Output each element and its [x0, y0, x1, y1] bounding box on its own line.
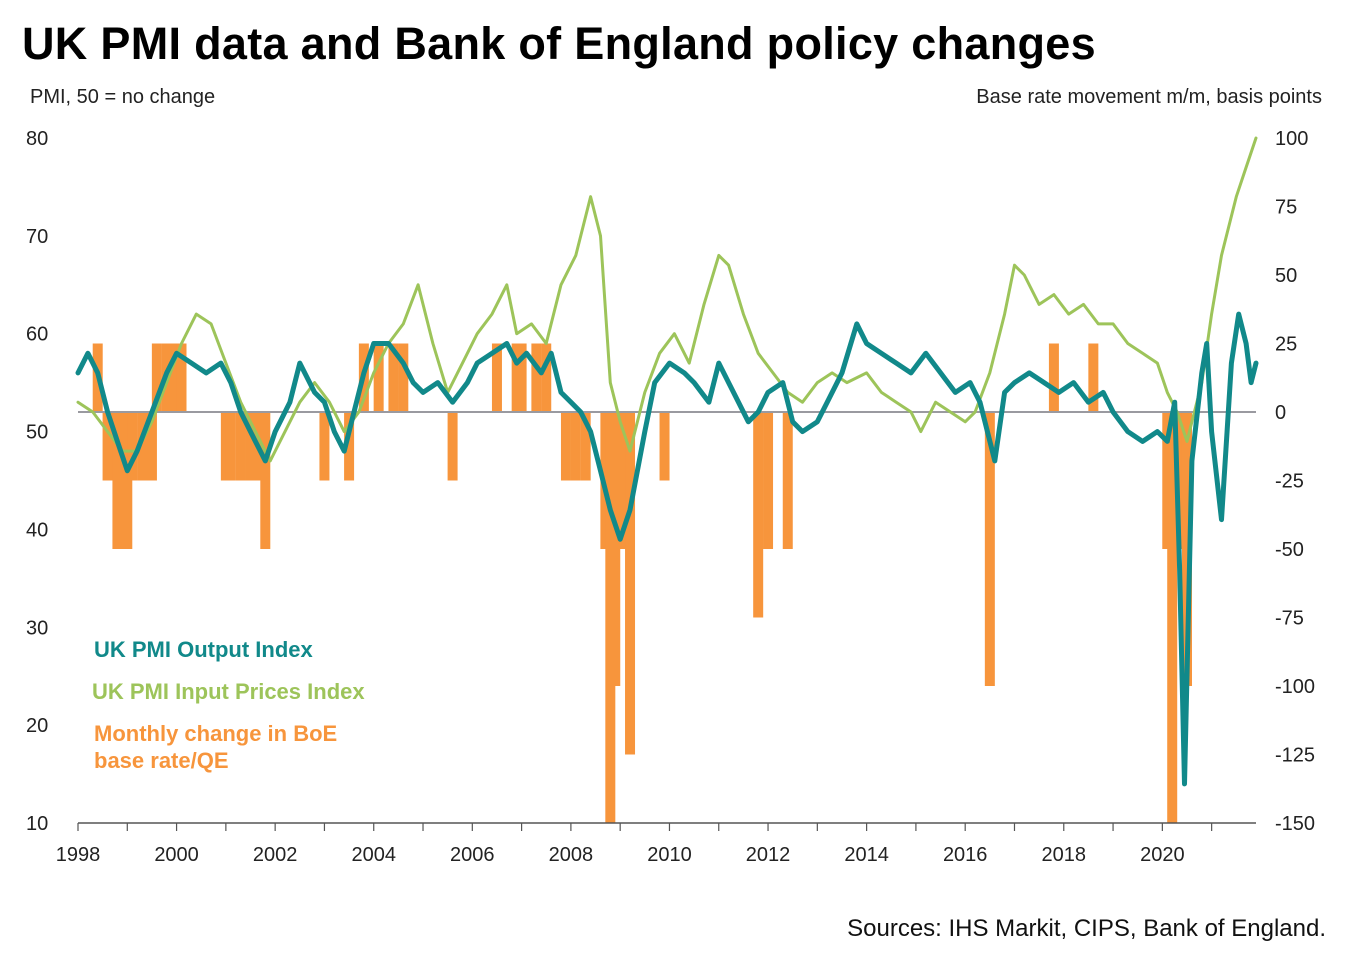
boe-bar-42: [753, 412, 764, 618]
boe-bar-34: [580, 412, 591, 481]
y-right-tick-label: 75: [1275, 197, 1297, 219]
boe-bar-15: [225, 412, 236, 481]
boe-bar-40: [625, 412, 636, 755]
boe-bar-45: [984, 412, 995, 686]
y-right-tick-label: 0: [1275, 402, 1286, 424]
x-tick-label: 2010: [647, 844, 692, 866]
boe-bar-6: [127, 412, 138, 481]
legend-output-index: UK PMI Output Index: [94, 637, 314, 662]
boe-bar-20: [319, 412, 330, 481]
boe-bar-17: [245, 412, 256, 481]
boe-bar-13: [176, 343, 187, 412]
y-right-tick-label: -25: [1275, 471, 1304, 493]
x-tick-label: 2002: [253, 844, 298, 866]
boe-bar-19: [260, 412, 271, 549]
chart-title: UK PMI data and Bank of England policy c…: [22, 18, 1096, 69]
boe-bar-27: [491, 343, 502, 412]
x-tick-label: 2004: [351, 844, 396, 866]
boe-bar-30: [531, 343, 542, 412]
legend: UK PMI Output Index UK PMI Input Prices …: [92, 637, 365, 773]
y-left-tick-label: 80: [26, 128, 48, 150]
boe-bar-25: [398, 343, 409, 412]
series-input-prices-line: [76, 136, 1258, 463]
x-tick-label: 2000: [154, 844, 199, 866]
boe-rate-bars: [92, 343, 1192, 823]
x-tick-label: 2018: [1042, 844, 1087, 866]
legend-boe-change-line1: Monthly change in BoE: [94, 721, 337, 746]
y-left-tick-label: 20: [26, 715, 48, 737]
y-left-tick-label: 60: [26, 324, 48, 346]
boe-bar-51: [1181, 412, 1192, 686]
boe-bar-29: [516, 343, 527, 412]
boe-bar-7: [137, 412, 148, 481]
boe-bar-32: [560, 412, 571, 481]
y-right-tick-label: -150: [1275, 813, 1315, 835]
y-left-tick-label: 10: [26, 813, 48, 835]
y-left-tick-label: 30: [26, 617, 48, 639]
right-axis-label: Base rate movement m/m, basis points: [976, 86, 1322, 108]
y-right-tick-label: -75: [1275, 608, 1304, 630]
boe-bar-47: [1088, 343, 1099, 412]
x-tick-label: 2008: [549, 844, 594, 866]
y-right-tick-label: 50: [1275, 265, 1297, 287]
y-left-tick-label: 40: [26, 519, 48, 541]
boe-bar-44: [782, 412, 793, 549]
boe-bar-8: [146, 412, 157, 481]
left-axis-label: PMI, 50 = no change: [30, 86, 216, 108]
source-note: Sources: IHS Markit, CIPS, Bank of Engla…: [847, 915, 1326, 942]
boe-bar-23: [373, 343, 384, 412]
boe-bar-24: [388, 343, 399, 412]
y-right-tick-label: 25: [1275, 334, 1297, 356]
x-tick-label: 2014: [844, 844, 889, 866]
y-right-tick-label: -100: [1275, 676, 1315, 698]
x-tick-label: 1998: [56, 844, 101, 866]
y-right-tick-label: -50: [1275, 539, 1304, 561]
x-tick-label: 2012: [746, 844, 791, 866]
y-left-tick-label: 70: [26, 226, 48, 248]
y-right-tick-label: -125: [1275, 745, 1315, 767]
boe-bar-46: [1048, 343, 1059, 412]
boe-bar-33: [570, 412, 581, 481]
y-right-tick-label: 100: [1275, 128, 1308, 150]
y-left-tick-label: 50: [26, 422, 48, 444]
legend-boe-change-line2: base rate/QE: [94, 748, 229, 773]
x-tick-label: 2006: [450, 844, 495, 866]
x-tick-label: 2020: [1140, 844, 1185, 866]
boe-bar-31: [541, 343, 552, 412]
series-output-index-line: [75, 311, 1259, 787]
boe-bar-41: [659, 412, 670, 481]
x-tick-label: 2016: [943, 844, 988, 866]
legend-input-prices-index: UK PMI Input Prices Index: [92, 679, 365, 704]
boe-bar-26: [447, 412, 458, 481]
boe-bar-16: [235, 412, 246, 481]
boe-bar-21: [344, 412, 355, 481]
boe-bar-43: [763, 412, 774, 549]
boe-bar-9: [151, 343, 162, 412]
boe-bar-49: [1167, 412, 1178, 823]
